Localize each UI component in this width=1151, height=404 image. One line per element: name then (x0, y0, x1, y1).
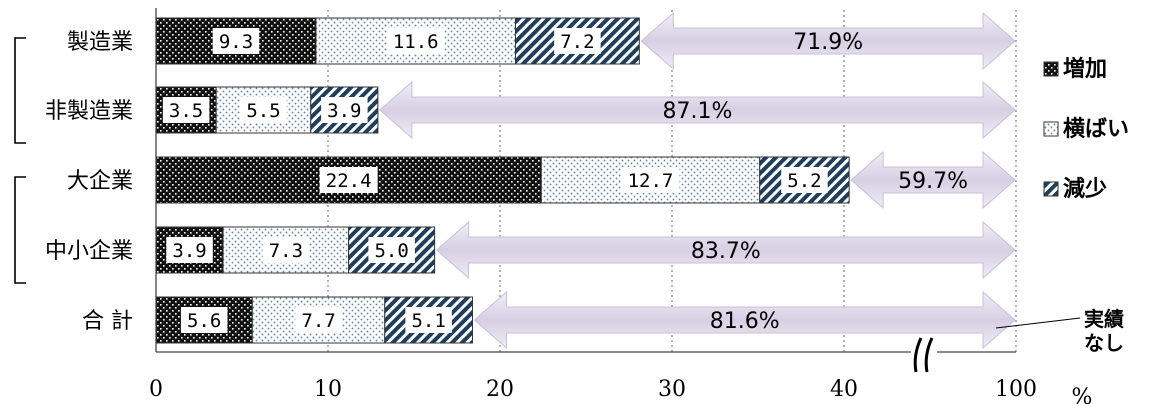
value-label: 11.6 (393, 31, 439, 53)
value-label-bg (554, 28, 601, 54)
value-label: 22.4 (326, 170, 372, 192)
value-label: 7.3 (269, 240, 303, 262)
remainder-arrow (379, 80, 1016, 140)
axis-break-mark-1 (913, 337, 923, 373)
legend-label-2: 横ばい (1063, 117, 1129, 142)
bars (155, 17, 850, 344)
remainder-arrow (473, 290, 1016, 350)
value-label: 3.9 (327, 100, 361, 122)
remainder-label: 59.7% (898, 169, 968, 194)
x-tick-label: 10 (314, 377, 342, 402)
annotation-line-2: なし (1084, 331, 1124, 355)
value-label-bg (621, 167, 680, 193)
value-label-bg (368, 237, 415, 263)
category-label: 中小企業 (45, 239, 133, 264)
labels: 0 10 20 30 40 100 % 製造業 9.3 11.6 7.2 71.9% 非製造業 3.5 5.… (45, 28, 1092, 404)
value-label: 3.9 (172, 240, 206, 262)
remainder-label: 71.9% (793, 30, 863, 55)
remainder-label: 87.1% (662, 99, 732, 124)
legend-swatch-2 (1043, 121, 1059, 137)
category-label: 合 計 (82, 309, 133, 334)
axes (14, 8, 1016, 373)
value-label-bg (240, 97, 287, 123)
annotation-line-1: 実績 (1084, 307, 1124, 331)
value-label-bg (405, 307, 452, 333)
value-label: 5.6 (187, 310, 221, 332)
value-label: 5.0 (374, 240, 408, 262)
category-label: 非製造業 (45, 99, 133, 124)
value-label: 9.3 (219, 31, 253, 53)
x-tick-label: 30 (658, 377, 686, 402)
value-label-bg (319, 167, 378, 193)
remainder-label: 81.6% (710, 309, 780, 334)
value-label-bg (295, 307, 342, 333)
value-label-bg (781, 167, 828, 193)
remainder-label: 83.7% (691, 239, 761, 264)
value-label: 3.5 (169, 100, 203, 122)
value-label-bg (180, 307, 228, 333)
value-label-bg (386, 28, 445, 54)
remainder-arrow (435, 220, 1016, 280)
value-label-bg (212, 28, 260, 54)
value-label-bg (162, 97, 210, 123)
legend-label-3: 減少 (1063, 177, 1107, 202)
category-label: 製造業 (67, 30, 133, 55)
size-bracket (14, 176, 26, 284)
remainder-arrow (850, 150, 1016, 210)
x-tick-label: 40 (830, 377, 858, 402)
value-label-bg (262, 237, 310, 263)
value-label: 5.1 (411, 310, 445, 332)
value-label: 7.7 (301, 310, 335, 332)
x-tick-label: 0 (149, 377, 163, 402)
value-label-bg (166, 237, 213, 263)
value-label-bg (321, 97, 368, 123)
legend-swatch-1 (1043, 61, 1059, 77)
category-label: 大企業 (67, 169, 133, 194)
x-unit-label: % (1072, 385, 1093, 404)
annotation-leader (995, 317, 1081, 329)
legend-label-1: 増加 (1063, 56, 1107, 82)
x-tick-label: 100 (995, 377, 1037, 402)
remainder-arrows (379, 11, 1016, 350)
value-label: 12.7 (628, 170, 674, 192)
remainder-arrow (640, 11, 1016, 71)
value-label: 7.2 (560, 31, 594, 53)
legend-swatch-3 (1043, 181, 1059, 197)
x-tick-label: 20 (486, 377, 514, 402)
value-label: 5.5 (246, 100, 280, 122)
industry-bracket (14, 37, 26, 144)
value-label: 5.2 (787, 170, 821, 192)
axis-break-mark-2 (924, 337, 934, 373)
